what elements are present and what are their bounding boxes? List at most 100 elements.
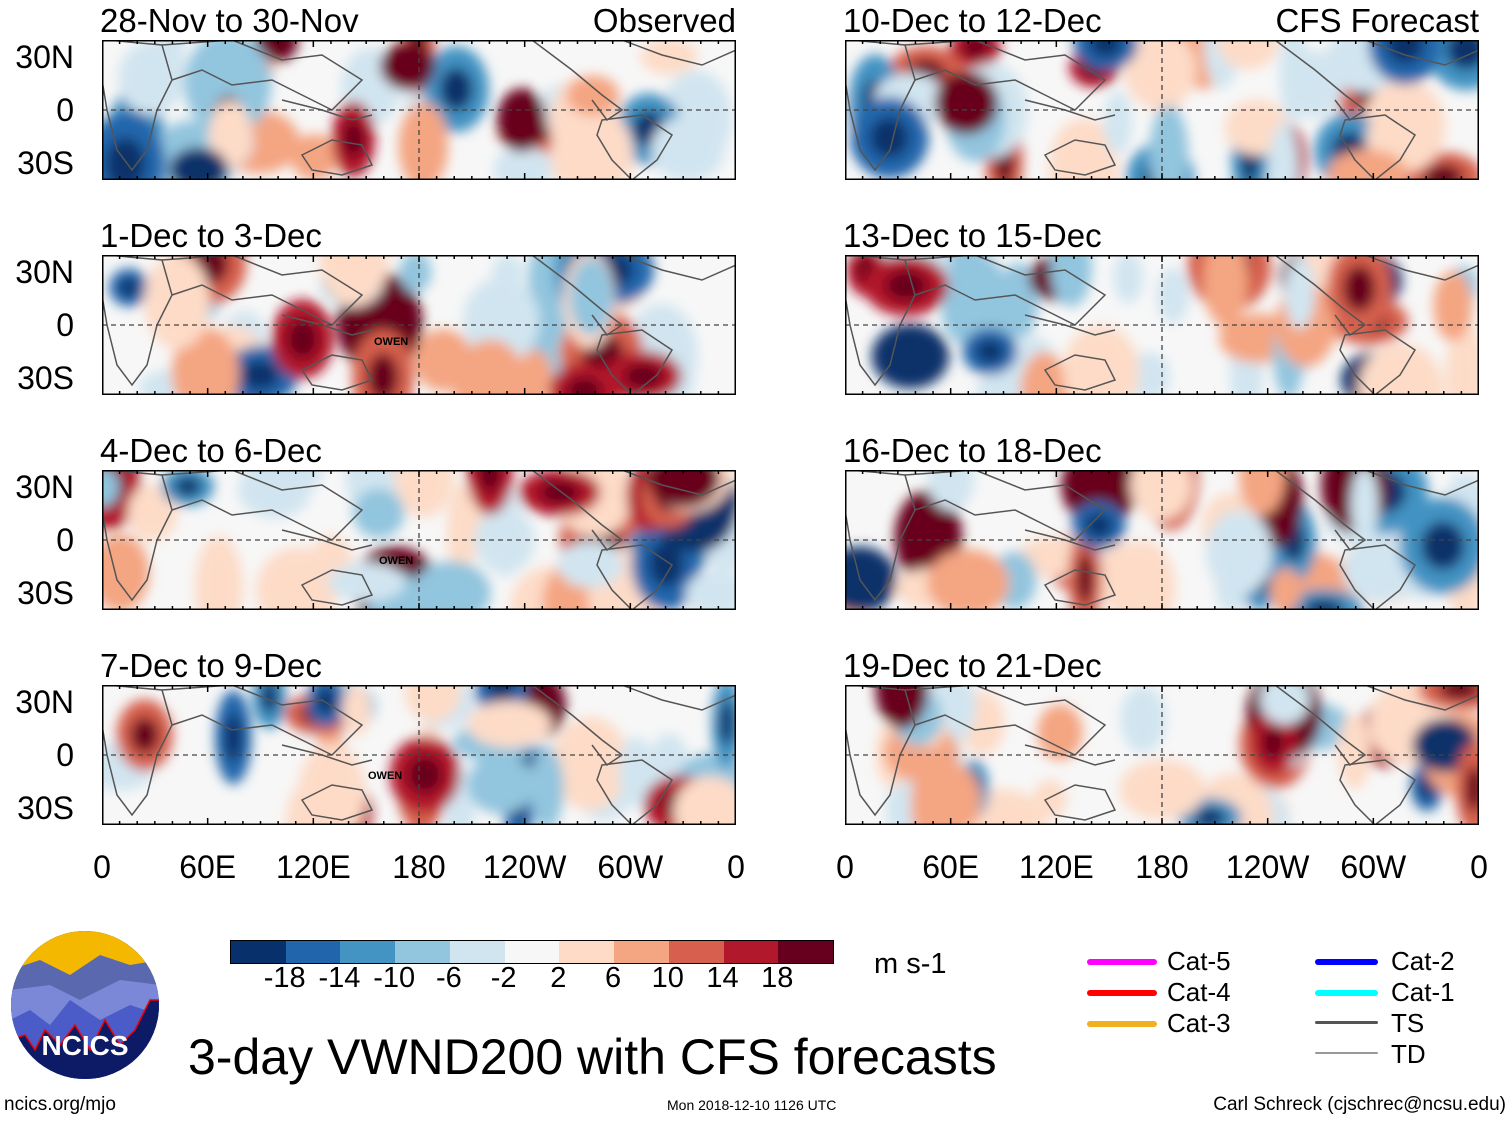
wind-anomaly-blob (719, 699, 735, 746)
x-tick-label: 60E (179, 849, 237, 885)
footer-url[interactable]: ncics.org/mjo (4, 1094, 116, 1115)
wind-anomaly-blob (1217, 40, 1279, 70)
x-tick-label: 0 (836, 849, 854, 885)
storm-label-owen: OWEN (368, 770, 403, 782)
wind-anomaly-blob (1350, 470, 1379, 544)
wind-anomaly-blob (151, 258, 207, 309)
wind-anomaly-blob (341, 685, 372, 737)
wind-anomaly-blob (1149, 105, 1189, 180)
panel-title: 16-Dec to 18-Dec (843, 432, 1102, 469)
ncics-logo: NCICS (11, 931, 159, 1079)
wind-anomaly-blob (1103, 91, 1133, 155)
colorbar-swatch (504, 941, 560, 963)
wind-anomaly-blob (869, 117, 909, 159)
wind-anomaly-blob (1050, 255, 1092, 307)
colorbar-swatch (614, 941, 669, 963)
wind-anomaly-blob (891, 340, 930, 373)
wind-anomaly-blob (917, 762, 982, 825)
map-panel (845, 470, 1479, 610)
wind-anomaly-blob (1421, 521, 1465, 570)
y-tick-label: 30S (17, 145, 74, 181)
wind-anomaly-blob (1279, 40, 1308, 124)
wind-anomaly-blob (1119, 759, 1205, 820)
legend-line (1315, 1052, 1378, 1054)
wind-anomaly-blob (618, 736, 654, 807)
wind-anomaly-blob (316, 687, 336, 715)
panel-title: 19-Dec to 21-Dec (843, 647, 1102, 684)
wind-anomaly-blob (1120, 685, 1167, 753)
colorbar-swatch (340, 941, 396, 963)
wind-anomaly-blob (1239, 470, 1286, 516)
legend-label: Cat-2 (1391, 946, 1455, 976)
wind-anomaly-blob (1433, 270, 1473, 341)
colorbar-tick-label: 6 (605, 962, 622, 994)
wind-anomaly-blob (342, 120, 365, 159)
colorbar-tick-label: -2 (490, 962, 517, 994)
colorbar-swatch (723, 941, 779, 963)
footer-timestamp: Mon 2018-12-10 1126 UTC (667, 1097, 837, 1113)
colorbar-tick-label: -6 (436, 962, 462, 994)
colorbar-tick-label: 18 (761, 962, 794, 994)
wind-anomaly-blob (1423, 164, 1463, 180)
legend-label: Cat-3 (1167, 1008, 1231, 1038)
colorbar-tick-label: 14 (706, 962, 739, 994)
y-tick-label: 0 (56, 522, 74, 558)
wind-anomaly-blob (1259, 685, 1311, 725)
y-tick-label: 30S (17, 575, 74, 611)
wind-anomaly-blob (286, 319, 319, 359)
map-panel (102, 40, 736, 180)
wind-anomaly-blob (1284, 257, 1316, 330)
wind-anomaly-blob (623, 363, 663, 389)
legend-line (1315, 959, 1378, 965)
wind-anomaly-blob (130, 717, 159, 754)
wind-anomaly-blob (208, 100, 252, 169)
legend-label: Cat-1 (1391, 977, 1455, 1007)
x-tick-label: 120E (1018, 849, 1094, 885)
x-tick-label: 180 (1135, 849, 1189, 885)
wind-anomaly-blob (411, 561, 491, 610)
storm-label-owen: OWEN (379, 555, 414, 567)
wind-anomaly-blob (665, 470, 702, 493)
legend-label: TD (1391, 1039, 1426, 1069)
legend-label: TS (1391, 1008, 1425, 1038)
wind-anomaly-blob (467, 700, 552, 748)
colorbar-swatch (231, 941, 286, 963)
wind-anomaly-blob (1085, 513, 1113, 538)
y-tick-label: 30S (17, 790, 74, 826)
wind-anomaly-blob (1048, 118, 1119, 180)
legend-line (1087, 1021, 1157, 1027)
footer-author: Carl Schreck (cjschrec@ncsu.edu) (1213, 1094, 1506, 1115)
x-tick-label: 60E (922, 849, 980, 885)
wind-anomaly-blob (493, 145, 553, 180)
wind-anomaly-blob (1092, 542, 1169, 610)
wind-anomaly-blob (184, 40, 272, 136)
panel-title: 7-Dec to 9-Dec (100, 647, 322, 684)
wind-anomaly-blob (957, 255, 1007, 329)
panel-title: 1-Dec to 3-Dec (100, 217, 322, 254)
wind-anomaly-blob (1327, 149, 1408, 180)
panel-title: 10-Dec to 12-Dec (843, 2, 1102, 39)
wind-anomaly-blob (566, 75, 620, 116)
wind-anomaly-blob (1089, 40, 1122, 58)
wind-anomaly-blob (926, 549, 1010, 610)
wind-anomaly-blob (119, 278, 139, 297)
svg-text:NCICS: NCICS (41, 1030, 128, 1061)
wind-anomaly-blob (1076, 553, 1094, 604)
panel-title: 28-Nov to 30-Nov (100, 2, 359, 39)
y-tick-label: 30N (15, 254, 74, 290)
wind-anomaly-blob (118, 41, 185, 116)
wind-anomaly-blob (260, 685, 278, 714)
wind-anomaly-blob (367, 353, 399, 395)
x-tick-label: 180 (392, 849, 446, 885)
wind-anomaly-blob (911, 513, 946, 561)
wind-anomaly-blob (1343, 265, 1376, 312)
wind-anomaly-blob (1156, 267, 1190, 324)
wind-anomaly-blob (453, 339, 528, 395)
wind-anomaly-blob (1269, 568, 1302, 610)
wind-anomaly-blob (1261, 726, 1285, 759)
wind-anomaly-blob (1337, 713, 1371, 790)
x-tick-label: 0 (727, 849, 745, 885)
wind-anomaly-blob (673, 776, 736, 825)
wind-anomaly-blob (1080, 470, 1120, 506)
wind-anomaly-blob (1358, 342, 1444, 395)
